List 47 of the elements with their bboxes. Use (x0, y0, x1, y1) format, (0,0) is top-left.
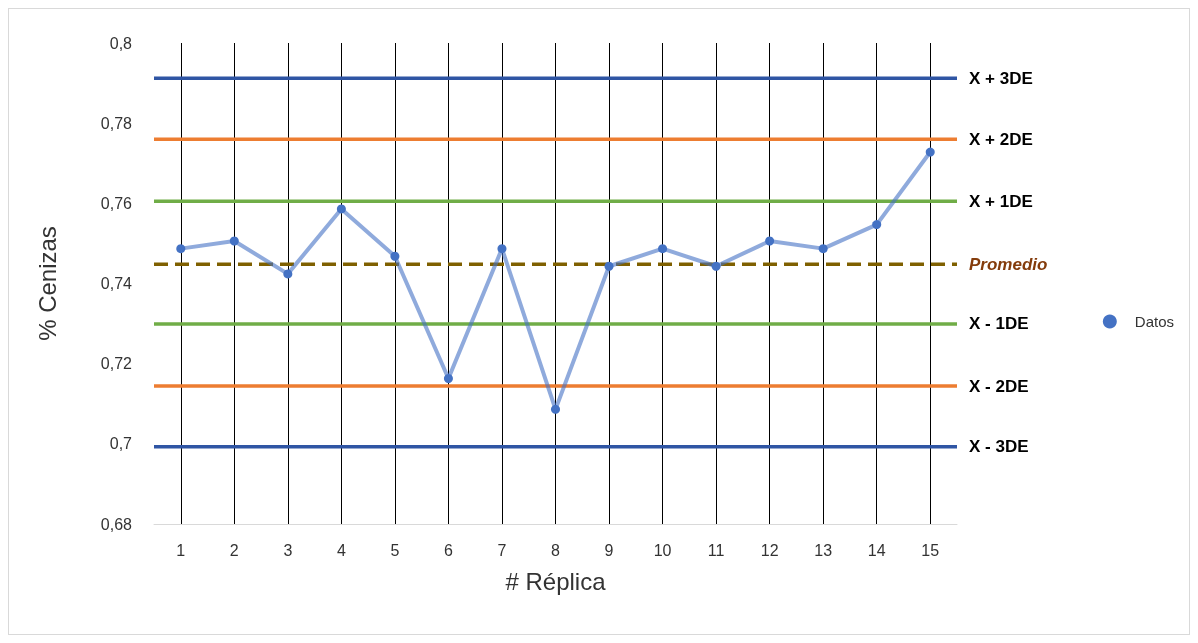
x-tick-label: 12 (760, 541, 779, 559)
ref-line-label: X + 1DE (969, 191, 1033, 211)
point (658, 244, 668, 254)
legend-label: Datos (1134, 313, 1174, 330)
x-tick-label: 9 (604, 541, 614, 559)
x-tick-label: 4 (336, 541, 346, 559)
point (872, 220, 882, 230)
x-axis-title: # Réplica (505, 567, 607, 595)
point (176, 244, 186, 254)
y-tick-label: 0,76 (100, 194, 133, 212)
x-tick-label: 10 (653, 541, 672, 559)
x-tick-label: 13 (814, 541, 833, 559)
x-tick-label: 11 (707, 541, 725, 559)
x-tick-label: 8 (551, 541, 561, 559)
x-tick-label: 5 (390, 541, 400, 559)
y-tick-label: 0,74 (100, 275, 133, 292)
ref-line-label: X - 3DE (969, 437, 1029, 457)
point (443, 374, 453, 383)
y-tick-label: 0,78 (100, 114, 133, 132)
x-tick-label: 3 (283, 541, 293, 559)
y-axis-title: % Cenizas (33, 226, 61, 341)
x-tick-label: 2 (229, 541, 239, 559)
y-tick-label: 0,7 (109, 435, 133, 453)
point (283, 269, 293, 279)
point (551, 404, 560, 414)
point (925, 147, 935, 157)
point (818, 244, 828, 254)
point (336, 204, 346, 214)
x-tick-label: 1 (176, 541, 186, 559)
point (229, 236, 239, 246)
point (711, 261, 721, 271)
x-tick-label: 6 (443, 541, 453, 559)
ref-line-label: X - 2DE (969, 376, 1029, 396)
point (390, 251, 400, 261)
y-tick-label: 0,72 (100, 355, 133, 373)
ref-line-label: X - 1DE (969, 314, 1029, 334)
x-tick-label: 15 (921, 541, 940, 559)
ref-line-label: X + 2DE (969, 129, 1033, 149)
y-tick-label: 0,8 (109, 34, 133, 52)
point (497, 244, 507, 254)
x-tick-label: 14 (867, 541, 886, 559)
x-tick-label: 7 (497, 541, 507, 559)
y-tick-label: 0,68 (100, 515, 133, 533)
point (765, 236, 775, 246)
point (604, 261, 614, 271)
ref-line-label: Promedio (969, 254, 1048, 274)
ref-line-label: X + 3DE (969, 68, 1033, 88)
